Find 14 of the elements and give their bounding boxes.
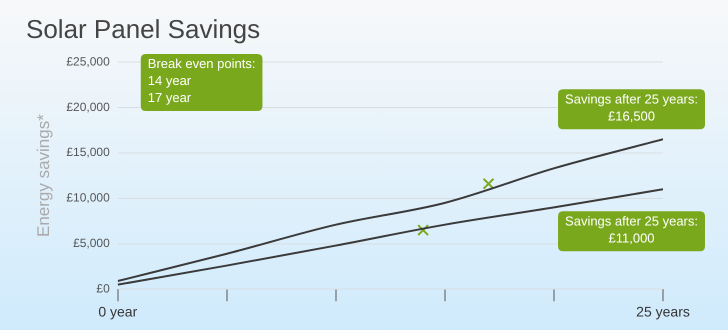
chart-title: Solar Panel Savings [26, 14, 260, 45]
annotation: Savings after 25 years: £16,500 [565, 91, 698, 124]
annotation: Break even points: 14 year 17 year [148, 56, 256, 106]
y-tick-label: £10,000 [66, 190, 110, 205]
y-axis-title: Energy savings* [34, 114, 53, 238]
y-tick-label: £20,000 [66, 100, 110, 114]
x-tick-label: 0 year [98, 303, 138, 320]
y-tick-label: £5,000 [73, 236, 110, 250]
y-tick-label: £0 [96, 282, 110, 296]
annotation: Savings after 25 years: £11,000 [565, 213, 698, 246]
y-tick-label: £25,000 [66, 54, 110, 68]
x-tick-label: 25 years [636, 303, 690, 320]
y-tick-label: £15,000 [66, 145, 110, 160]
line-series [118, 138, 663, 282]
